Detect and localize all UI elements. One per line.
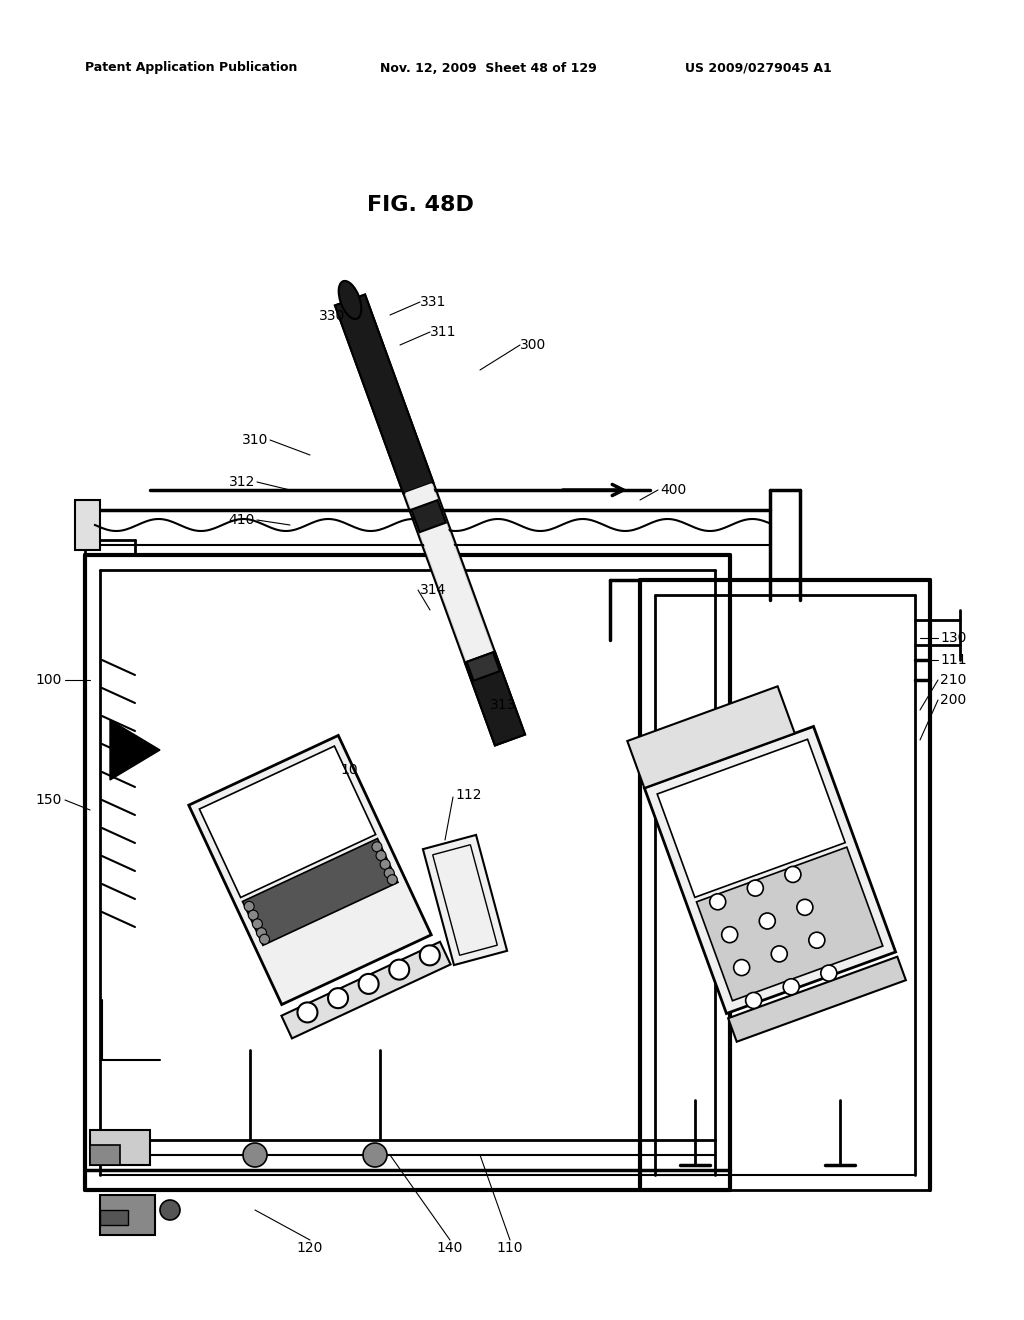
Circle shape (389, 960, 410, 979)
Text: 130: 130 (940, 631, 967, 645)
Bar (100, 1195, 155, 1236)
Circle shape (785, 866, 801, 883)
Bar (90, 1144, 120, 1166)
Circle shape (797, 899, 813, 915)
Text: Nov. 12, 2009  Sheet 48 of 129: Nov. 12, 2009 Sheet 48 of 129 (380, 62, 597, 74)
Circle shape (362, 1143, 387, 1167)
Text: 314: 314 (420, 583, 446, 597)
Polygon shape (644, 726, 896, 1014)
Text: 200: 200 (940, 693, 967, 708)
Polygon shape (412, 500, 445, 532)
Polygon shape (188, 735, 431, 1005)
Polygon shape (110, 719, 160, 780)
Bar (75, 500, 100, 550)
Circle shape (259, 935, 269, 944)
Polygon shape (628, 686, 795, 788)
Text: 310: 310 (242, 433, 268, 447)
Text: US 2009/0279045 A1: US 2009/0279045 A1 (685, 62, 831, 74)
Circle shape (387, 875, 397, 884)
Circle shape (252, 919, 262, 929)
Bar (90, 1130, 150, 1166)
Text: 311: 311 (430, 325, 457, 339)
Text: 10: 10 (340, 763, 357, 777)
Text: 110: 110 (497, 1241, 523, 1255)
Text: 120: 120 (297, 1241, 324, 1255)
Circle shape (745, 993, 762, 1008)
Text: 330: 330 (318, 309, 345, 323)
Text: 331: 331 (420, 294, 446, 309)
Ellipse shape (339, 281, 361, 319)
Text: 111: 111 (940, 653, 967, 667)
Circle shape (722, 927, 737, 942)
Circle shape (297, 1002, 317, 1023)
Text: 400: 400 (660, 483, 686, 498)
Text: FIG. 48D: FIG. 48D (367, 195, 473, 215)
Circle shape (821, 965, 837, 981)
Circle shape (248, 911, 258, 920)
Text: 150: 150 (36, 793, 62, 807)
Text: 312: 312 (228, 475, 255, 488)
Circle shape (420, 945, 439, 965)
Circle shape (809, 932, 825, 948)
Text: 313: 313 (490, 698, 516, 711)
Polygon shape (465, 652, 525, 746)
Circle shape (376, 850, 386, 861)
Circle shape (160, 1200, 180, 1220)
Text: 410: 410 (228, 513, 255, 527)
Circle shape (358, 974, 379, 994)
Circle shape (783, 979, 799, 995)
Circle shape (372, 842, 382, 851)
Polygon shape (406, 483, 493, 661)
Polygon shape (335, 294, 525, 746)
Bar (100, 1210, 128, 1225)
Text: 210: 210 (940, 673, 967, 686)
Circle shape (384, 869, 394, 878)
Circle shape (256, 928, 266, 937)
Polygon shape (467, 652, 500, 681)
Text: Patent Application Publication: Patent Application Publication (85, 62, 297, 74)
Circle shape (759, 913, 775, 929)
Text: 112: 112 (455, 788, 481, 803)
Circle shape (771, 946, 787, 962)
Circle shape (733, 960, 750, 975)
Circle shape (244, 902, 254, 911)
Polygon shape (423, 836, 507, 965)
Text: 300: 300 (520, 338, 546, 352)
Text: 140: 140 (437, 1241, 463, 1255)
Polygon shape (200, 746, 376, 898)
Polygon shape (335, 294, 433, 494)
Polygon shape (696, 847, 883, 1001)
Circle shape (243, 1143, 267, 1167)
Circle shape (328, 989, 348, 1008)
Circle shape (380, 859, 390, 870)
Text: 100: 100 (36, 673, 62, 686)
Polygon shape (282, 941, 451, 1039)
Polygon shape (243, 838, 398, 945)
Circle shape (748, 880, 763, 896)
Polygon shape (657, 739, 845, 898)
Polygon shape (728, 957, 906, 1041)
Circle shape (710, 894, 726, 909)
